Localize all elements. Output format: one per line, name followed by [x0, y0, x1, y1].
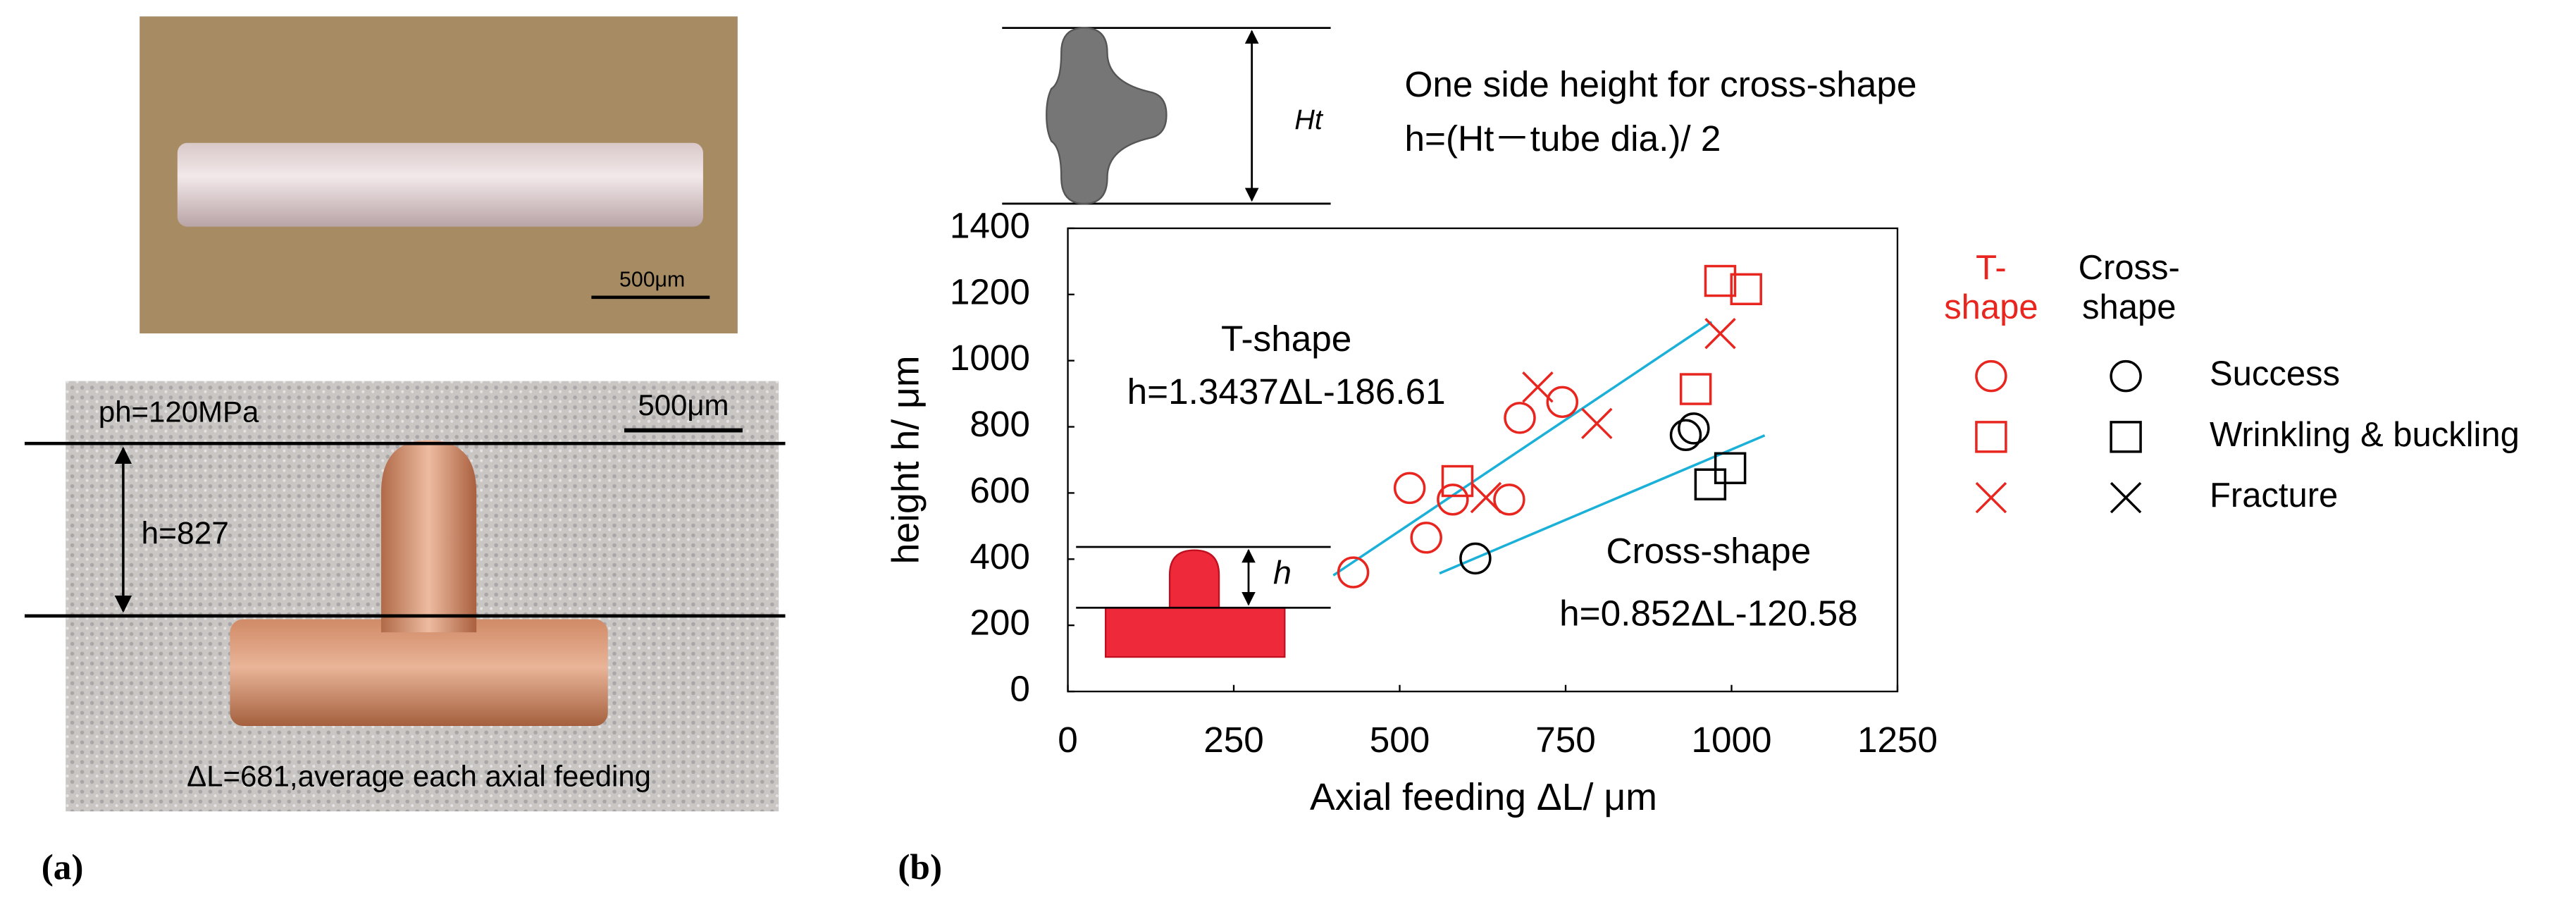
point	[1678, 412, 1710, 445]
legend-label: Success	[2210, 355, 2340, 393]
y-tick-label: 200	[970, 603, 1030, 643]
x-axis-title: Axial feeding ΔL/ μm	[1310, 776, 1657, 818]
legend-marker	[2110, 481, 2142, 514]
point	[1337, 556, 1370, 589]
point	[1410, 522, 1442, 554]
trend-name: Cross-shape	[1606, 531, 1812, 571]
point	[1393, 472, 1426, 505]
point	[1493, 484, 1525, 516]
panel-label: (a)	[42, 847, 84, 887]
point	[1669, 419, 1702, 452]
y-tick-label: 1200	[950, 271, 1030, 312]
legend-header: T-shape	[1944, 250, 2038, 327]
description: One side height for cross-shape	[1405, 64, 1917, 104]
point	[1730, 273, 1762, 305]
legend-label: Fracture	[2210, 476, 2338, 515]
point	[1546, 386, 1579, 419]
trend-line	[1332, 321, 1713, 577]
y-axis-title: height h/ μm	[885, 355, 927, 564]
formula: h=(Ht－tube dia.)/ 2	[1405, 118, 1721, 159]
trend-equation: h=0.852ΔL-120.58	[1559, 593, 1857, 633]
height-label: h=827	[142, 516, 229, 550]
point	[1704, 317, 1736, 350]
scale-bar-label: 500μm	[638, 388, 729, 421]
scale-bar-label: 500μm	[619, 268, 685, 291]
legend-marker	[2110, 421, 2142, 453]
cross-icon	[1046, 27, 1168, 205]
pressure-label: ph=120MPa	[99, 395, 259, 428]
y-tick-label: 1400	[950, 205, 1030, 245]
legend-label: Wrinkling & buckling	[2210, 416, 2520, 454]
point	[1437, 484, 1469, 516]
x-tick-label: 250	[1203, 720, 1264, 760]
t-tube	[230, 619, 608, 726]
legend-marker	[1975, 359, 2007, 393]
x-tick-label: 0	[1058, 720, 1078, 760]
legend-marker	[2110, 359, 2142, 393]
trend-name: T-shape	[1221, 319, 1351, 359]
y-tick-label: 1000	[950, 338, 1030, 378]
point	[1694, 468, 1727, 500]
point	[1504, 402, 1536, 434]
t-icon	[1105, 549, 1286, 658]
point	[1459, 542, 1492, 575]
x-tick-label: 750	[1535, 720, 1596, 760]
panel-label: (b)	[898, 847, 942, 887]
y-tick-label: 0	[1010, 669, 1030, 709]
trend-equation: h=1.3437ΔL-186.61	[1127, 371, 1446, 412]
point	[1714, 452, 1747, 484]
tube	[177, 142, 703, 227]
legend-marker	[1975, 421, 2007, 453]
legend-header: Cross-shape	[2078, 250, 2180, 327]
plot: 0 200 400 600 800 1000 1200 1400 0 250 500 750 1000 1…	[885, 205, 2520, 818]
legend-marker	[1975, 481, 2007, 514]
t-stem	[380, 440, 477, 633]
point	[1581, 407, 1613, 440]
y-tick-label: 400	[970, 536, 1030, 577]
plot-frame	[1067, 227, 1899, 693]
dimension-label: h	[1273, 554, 1292, 591]
x-tick-label: 1000	[1691, 720, 1771, 760]
trend-line	[1439, 434, 1766, 575]
x-tick-label: 500	[1370, 720, 1430, 760]
y-tick-label: 600	[970, 470, 1030, 510]
point	[1704, 264, 1737, 297]
x-tick-label: 1250	[1857, 720, 1938, 760]
y-tick-label: 800	[970, 404, 1030, 444]
point	[1441, 464, 1474, 498]
point	[1679, 373, 1712, 405]
dimension-label: Ht	[1294, 104, 1324, 135]
feeding-label: ΔL=681,average each axial feeding	[187, 760, 651, 793]
point	[1470, 481, 1502, 514]
point	[1522, 371, 1554, 403]
